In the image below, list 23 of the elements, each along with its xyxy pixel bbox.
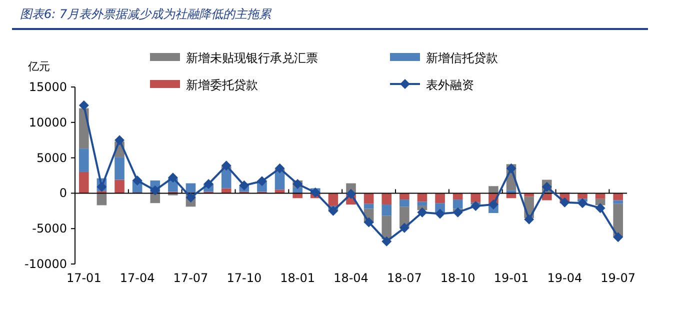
x-tick-label: 19-07 — [600, 271, 636, 285]
y-tick-label: 5000 — [36, 150, 67, 165]
legend-label: 新增委托贷款 — [186, 78, 258, 92]
chart-title: 图表6: 7月表外票据减少成为社融降低的主拖累 — [20, 7, 272, 21]
y-tick-label: 0 — [59, 186, 67, 200]
x-tick-label: 17-01 — [66, 271, 102, 285]
x-tick-label: 18-10 — [440, 271, 476, 285]
y-tick-label: -5000 — [32, 222, 67, 236]
y-tick-label: 15000 — [28, 80, 67, 94]
legend-label: 新增信托贷款 — [426, 51, 498, 65]
x-tick-label: 17-04 — [120, 271, 155, 285]
x-tick-label: 18-07 — [386, 271, 422, 285]
legend-label: 表外融资 — [426, 78, 474, 92]
x-tick-label: 18-04 — [334, 271, 368, 285]
y-tick-label: -10000 — [24, 257, 67, 271]
y-axis-title: 亿元 — [27, 60, 50, 73]
y-tick-label: 10000 — [28, 115, 67, 130]
x-tick-label: 17-10 — [226, 271, 262, 285]
x-tick-label: 19-01 — [494, 271, 529, 285]
x-tick-label: 18-01 — [280, 271, 316, 285]
x-tick-label: 19-04 — [547, 271, 582, 285]
legend-label: 新增未贴现银行承兑汇票 — [186, 51, 318, 65]
x-tick-label: 17-07 — [173, 271, 208, 285]
